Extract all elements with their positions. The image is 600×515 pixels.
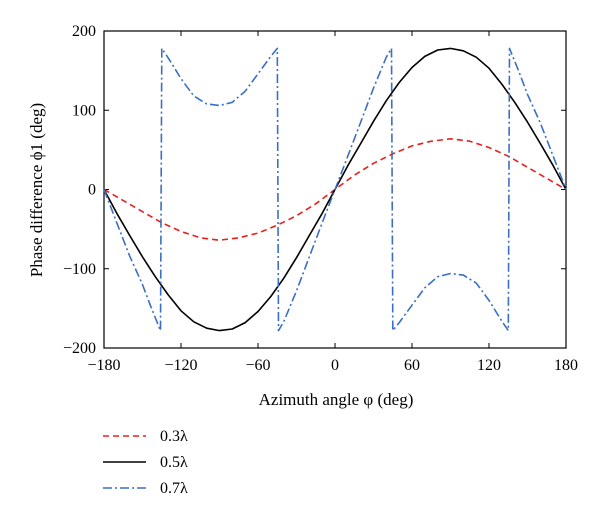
x-tick-label: 0 <box>331 357 339 374</box>
y-tick-label: 200 <box>72 23 96 40</box>
y-tick-label: −100 <box>63 261 96 278</box>
x-tick-label: 120 <box>477 357 501 374</box>
y-tick-label: 0 <box>88 182 96 199</box>
legend-label: 0.7λ <box>160 480 188 497</box>
legend-label: 0.5λ <box>160 454 188 471</box>
x-tick-label: −180 <box>87 357 120 374</box>
x-axis-label: Azimuth angle φ (deg) <box>259 390 414 409</box>
series-layer <box>103 47 567 332</box>
x-tick-label: 180 <box>554 357 578 374</box>
x-tick-label: −120 <box>164 357 197 374</box>
y-tick-label: −200 <box>63 340 96 357</box>
y-axis-label: Phase difference ϕ1 (deg) <box>27 103 46 277</box>
series-line-2 <box>103 47 567 332</box>
legend: 0.3λ 0.5λ 0.7λ <box>103 428 188 497</box>
x-ticks: −180 −120 −60 0 60 120 180 <box>87 31 578 374</box>
y-tick-label: 100 <box>72 102 96 119</box>
x-tick-label: 60 <box>404 357 420 374</box>
legend-label: 0.3λ <box>160 428 188 445</box>
x-tick-label: −60 <box>245 357 270 374</box>
y-ticks: −200 −100 0 100 200 <box>63 23 566 357</box>
